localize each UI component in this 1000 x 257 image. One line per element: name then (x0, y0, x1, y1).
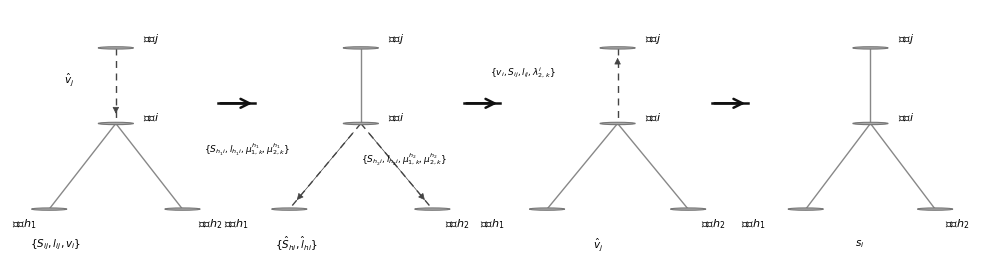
Ellipse shape (917, 208, 953, 210)
Text: 母线$h_2$: 母线$h_2$ (945, 217, 970, 231)
Ellipse shape (671, 208, 706, 210)
Ellipse shape (853, 47, 888, 49)
Text: $\{S_{h_2i},l_{h_2i},\mu_{1,k}^{h_2},\mu_{2,k}^{h_2}\}$: $\{S_{h_2i},l_{h_2i},\mu_{1,k}^{h_2},\mu… (361, 151, 447, 167)
Text: 母线$h_2$: 母线$h_2$ (701, 217, 725, 231)
Ellipse shape (600, 122, 635, 125)
Text: $\{\hat{S}_{hi},\hat{l}_{hi}\}$: $\{\hat{S}_{hi},\hat{l}_{hi}\}$ (275, 235, 317, 253)
Ellipse shape (529, 208, 565, 210)
Text: $\hat{v}_j$: $\hat{v}_j$ (64, 71, 74, 88)
Ellipse shape (853, 122, 888, 125)
Ellipse shape (343, 47, 378, 49)
Text: $s_i$: $s_i$ (855, 238, 864, 250)
Text: 母线$i$: 母线$i$ (388, 111, 405, 123)
Text: 母线$j$: 母线$j$ (898, 32, 914, 46)
Text: 母线$h_1$: 母线$h_1$ (224, 217, 248, 231)
Text: 母线$i$: 母线$i$ (143, 111, 160, 123)
Text: 母线$i$: 母线$i$ (898, 111, 914, 123)
Text: 母线$h_2$: 母线$h_2$ (445, 217, 470, 231)
Ellipse shape (32, 208, 67, 210)
Text: $\{S_{h_1i},l_{h_1i},\mu_{1,k}^{h_1},\mu_{2,k}^{h_1}\}$: $\{S_{h_1i},l_{h_1i},\mu_{1,k}^{h_1},\mu… (204, 141, 290, 157)
Ellipse shape (343, 122, 378, 125)
Ellipse shape (600, 47, 635, 49)
Text: $\{S_{ij},l_{ij},v_i\}$: $\{S_{ij},l_{ij},v_i\}$ (30, 237, 81, 252)
Text: 母线$h_2$: 母线$h_2$ (198, 217, 223, 231)
Text: $\hat{v}_j$: $\hat{v}_j$ (593, 236, 603, 253)
Ellipse shape (98, 47, 133, 49)
Text: 母线$j$: 母线$j$ (645, 32, 662, 46)
Ellipse shape (98, 122, 133, 125)
Ellipse shape (165, 208, 200, 210)
Text: 母线$i$: 母线$i$ (645, 111, 661, 123)
Text: 母线$h_1$: 母线$h_1$ (12, 217, 37, 231)
Text: 母线$j$: 母线$j$ (388, 32, 405, 46)
Ellipse shape (415, 208, 450, 210)
Text: $\{v_i,S_{ij},l_{ij},\lambda_{2,k}^{i}\}$: $\{v_i,S_{ij},l_{ij},\lambda_{2,k}^{i}\}… (490, 66, 556, 80)
Text: 母线$h_1$: 母线$h_1$ (480, 217, 505, 231)
Text: 母线$h_1$: 母线$h_1$ (741, 217, 766, 231)
Text: 母线$j$: 母线$j$ (143, 32, 160, 46)
Ellipse shape (788, 208, 823, 210)
Ellipse shape (272, 208, 307, 210)
